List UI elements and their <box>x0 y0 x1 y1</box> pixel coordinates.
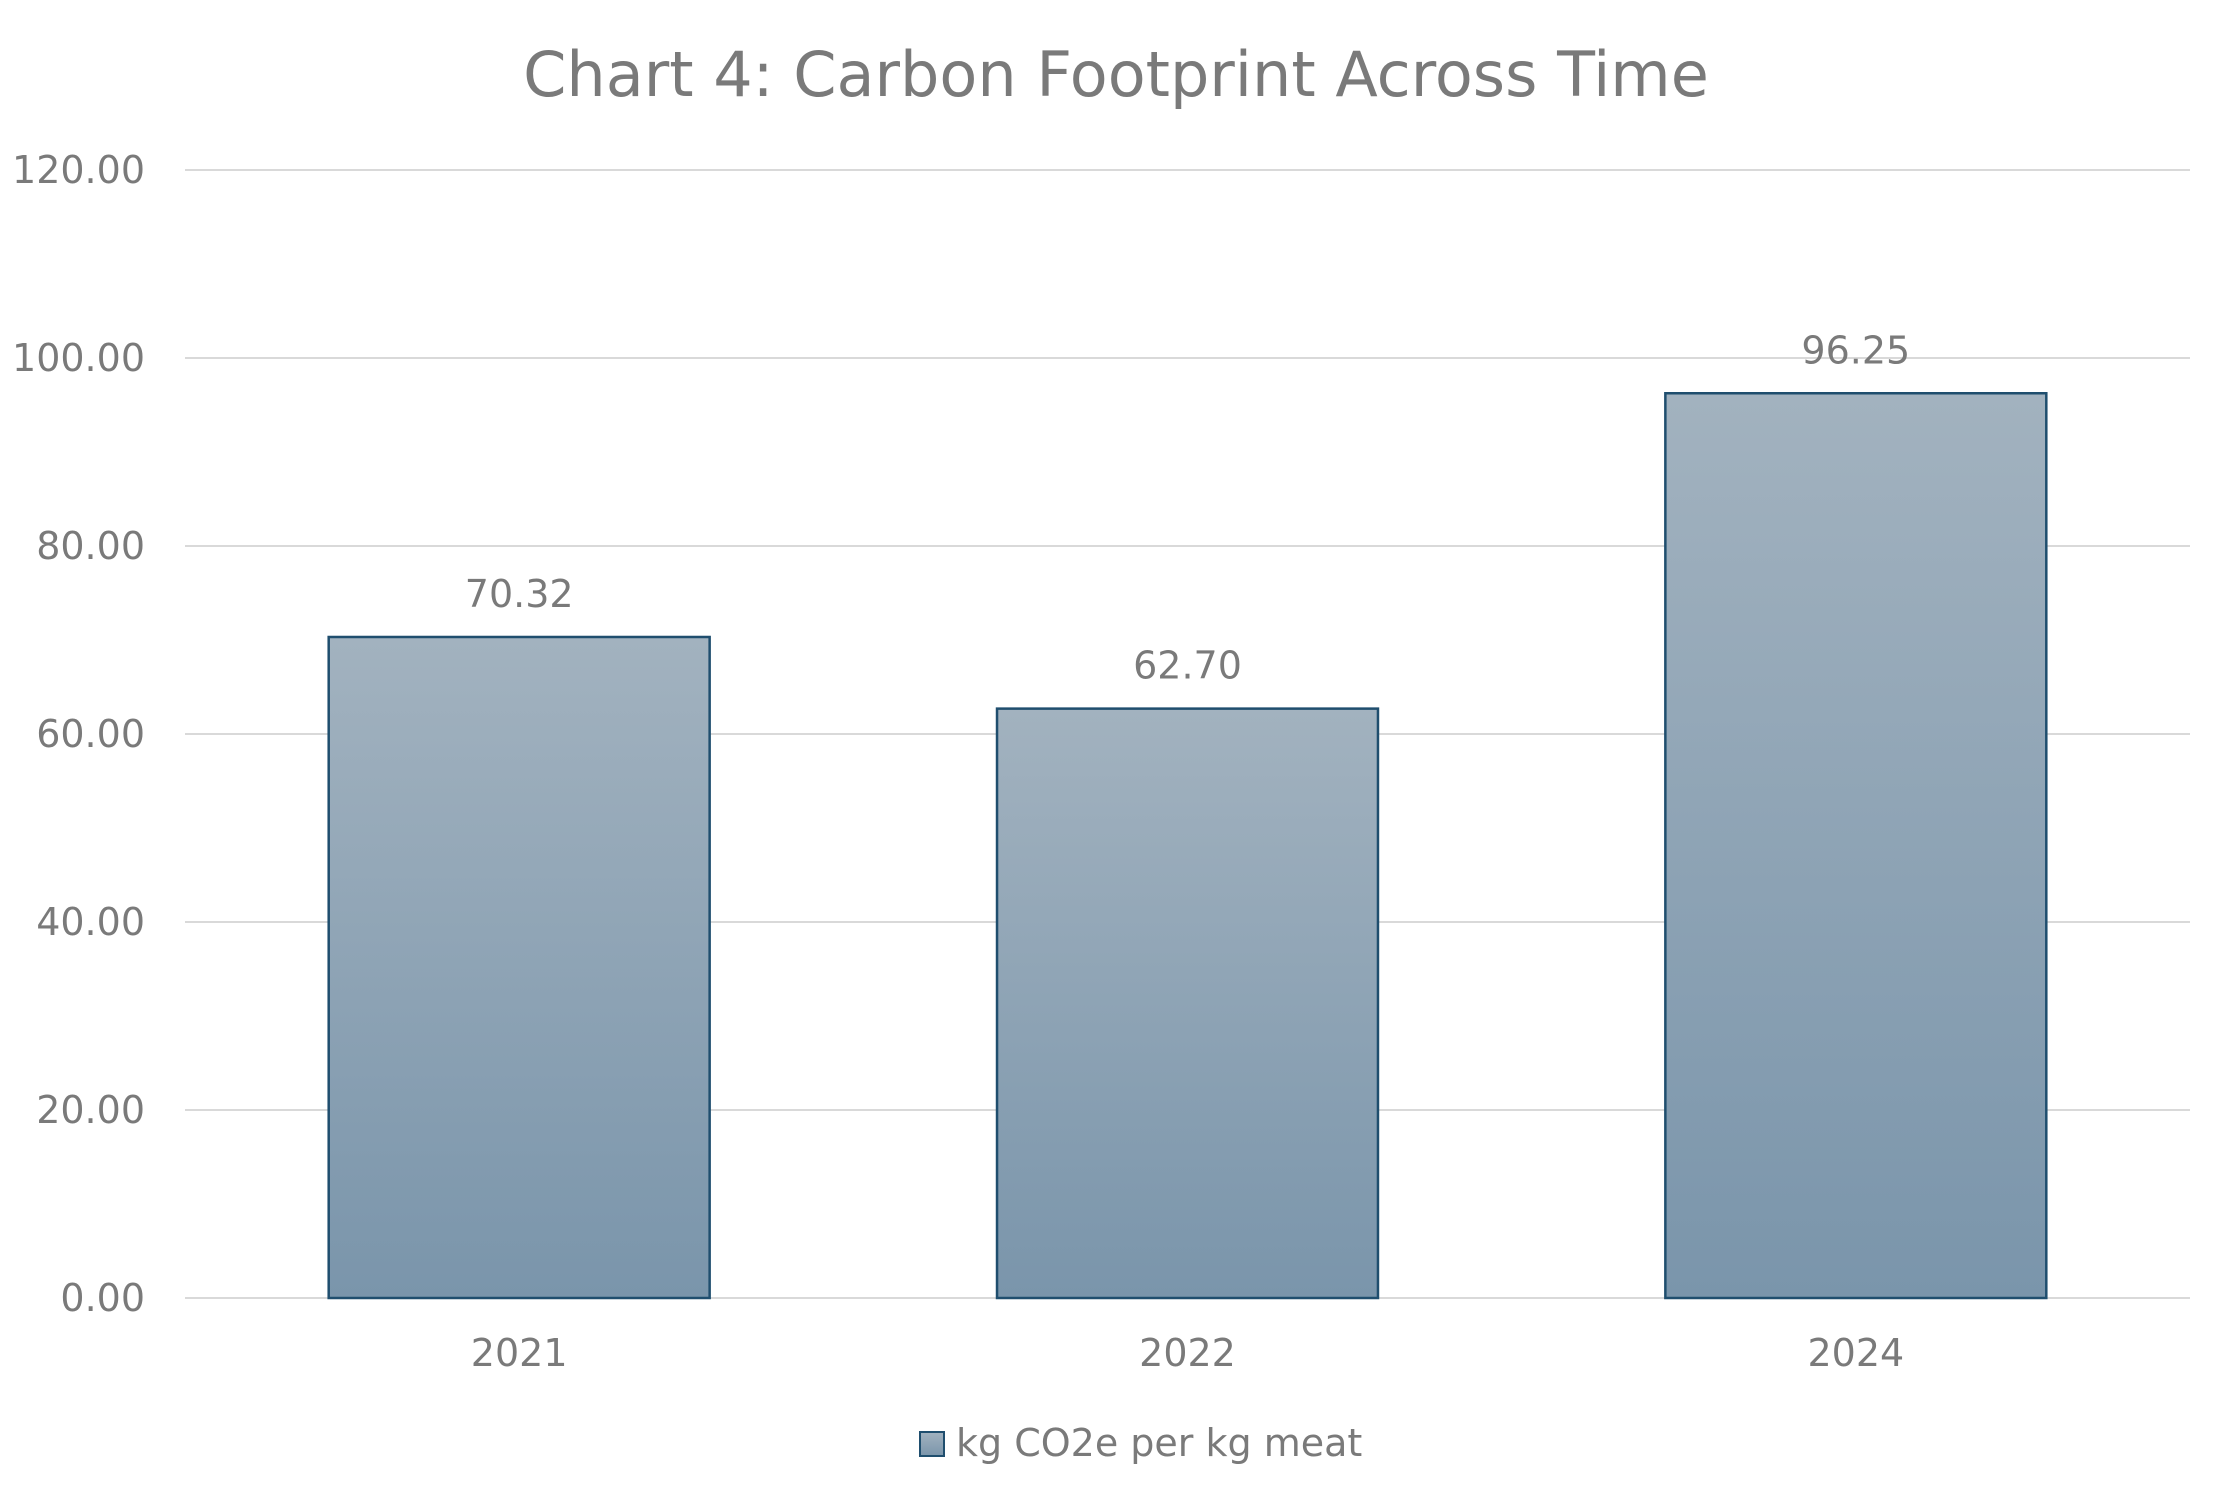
y-tick-label: 120.00 <box>12 148 145 192</box>
x-axis-ticks: 2021 2022 2024 <box>471 1331 1904 1375</box>
x-tick-label: 2024 <box>1807 1331 1904 1375</box>
data-labels: 70.32 62.70 96.25 <box>465 328 1910 687</box>
x-tick-label: 2021 <box>471 1331 568 1375</box>
bar-2021 <box>327 635 711 1300</box>
data-label-2022: 62.70 <box>1133 644 1242 688</box>
legend-label: kg CO2e per kg meat <box>956 1421 1362 1465</box>
y-tick-label: 20.00 <box>36 1088 145 1132</box>
bar-2022 <box>995 707 1380 1300</box>
legend-swatch <box>919 1431 945 1457</box>
y-tick-label: 60.00 <box>36 712 145 756</box>
data-label-2024: 96.25 <box>1801 328 1910 372</box>
bar-2024 <box>1664 392 2048 1300</box>
chart-title: Chart 4: Carbon Footprint Across Time <box>523 38 1709 111</box>
y-tick-label: 0.00 <box>60 1276 145 1320</box>
y-tick-label: 100.00 <box>12 336 145 380</box>
y-tick-label: 40.00 <box>36 900 145 944</box>
x-tick-label: 2022 <box>1139 1331 1236 1375</box>
y-axis-ticks: 0.00 20.00 40.00 60.00 80.00 100.00 120.00 <box>12 148 145 1320</box>
bars <box>327 392 2048 1300</box>
data-label-2021: 70.32 <box>465 572 574 616</box>
y-tick-label: 80.00 <box>36 524 145 568</box>
legend: kg CO2e per kg meat <box>919 1421 1362 1465</box>
